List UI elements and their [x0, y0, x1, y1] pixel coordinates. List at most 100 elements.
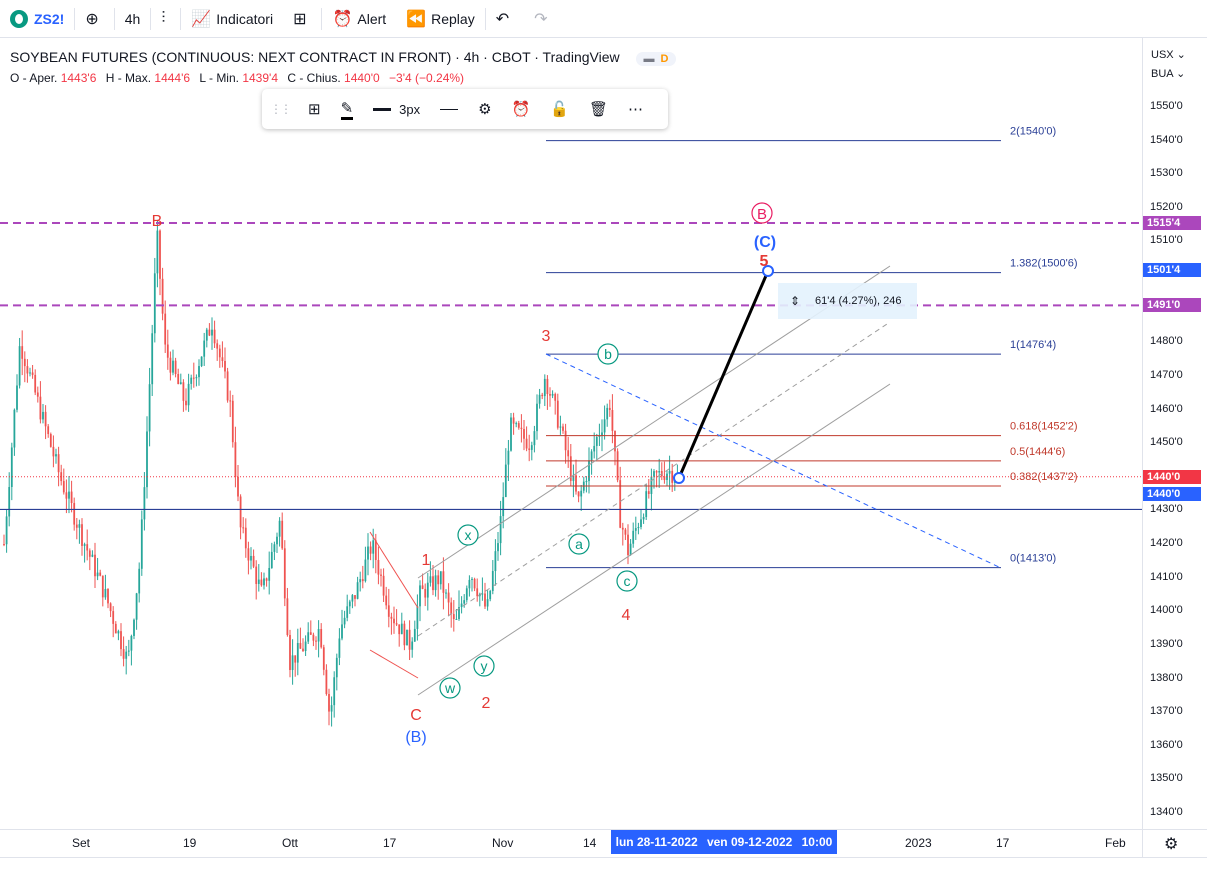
axis-settings-corner[interactable]: ⚙ [1142, 829, 1207, 858]
candle-body [369, 546, 372, 554]
candle-body [62, 481, 65, 493]
time-tick: Ott [282, 836, 299, 850]
candle-body [73, 503, 76, 525]
divider [180, 7, 182, 30]
candle-body [148, 384, 151, 432]
channel-lower [417, 383, 891, 696]
candle-body [169, 357, 172, 373]
close-value: 1440'0 [344, 71, 380, 85]
candle-body [632, 530, 635, 544]
candle-body [120, 631, 122, 650]
template-button[interactable]: ⊞ [298, 89, 331, 129]
candle-body [86, 544, 89, 551]
candle-body [75, 524, 78, 528]
gear-icon: ⚙ [478, 101, 492, 118]
price-axis[interactable]: USX ⌄ BUA ⌄ [1142, 38, 1207, 829]
candle-body [627, 534, 629, 556]
candle-body [78, 524, 81, 528]
candle-body [502, 497, 505, 517]
candle-body [491, 571, 494, 591]
compare-button[interactable]: ⊕ [75, 0, 113, 38]
delete-button[interactable]: 🗑 [579, 89, 618, 129]
interval-label: 4h [124, 10, 141, 27]
line-style-icon [440, 108, 459, 110]
candle-body [588, 460, 590, 482]
candle-body [338, 638, 341, 658]
settings-button[interactable]: ⚙ [468, 89, 501, 129]
candle-body [65, 492, 68, 499]
price-tag: 1440'0 [1143, 487, 1201, 502]
price-tick: 1420'0 [1150, 537, 1183, 550]
price-chart[interactable]: 2(1540'0) 1.382(1500'6) 1(1476'4) 0.618(145… [0, 38, 1142, 829]
candle-body [601, 432, 603, 436]
candle-body [135, 593, 138, 620]
lock-button[interactable]: 🔓 [540, 89, 579, 129]
candle-body [356, 582, 359, 599]
candle-body [653, 471, 655, 477]
candle-body [361, 579, 364, 582]
interval-button[interactable]: 4h [115, 0, 151, 38]
unit-label: BUA [1151, 68, 1174, 80]
wave-label-5: 5 [760, 253, 769, 270]
candle-body [403, 623, 406, 646]
candle-body [359, 579, 362, 583]
more-button[interactable]: ⋯ [618, 89, 653, 129]
line-width-button[interactable]: 3px [363, 89, 430, 129]
candle-body [260, 579, 263, 586]
candle-body [164, 313, 167, 345]
candle-body [499, 516, 502, 544]
candle-body [421, 585, 424, 589]
fib-level-label: 2(1540'0) [1010, 126, 1056, 138]
candle-body [663, 476, 666, 480]
symbol-button[interactable]: ZS2! [0, 0, 74, 38]
candle-body [416, 606, 419, 629]
chart-type-button[interactable]: ⫶ [151, 0, 180, 38]
time-range-highlight: lun 28-11-2022 ven 09-12-2022 10:00 [611, 830, 837, 854]
candle-body [44, 411, 47, 427]
price-tick: 1390'0 [1150, 637, 1183, 650]
redo-button[interactable]: ↷ [524, 0, 562, 38]
candle-body [658, 471, 661, 473]
candle-body [476, 588, 479, 597]
unit-select[interactable]: BUA ⌄ [1151, 68, 1186, 80]
status-badge[interactable]: ▬ D [635, 52, 677, 66]
gear-icon[interactable]: ⚙ [1164, 836, 1179, 853]
drawing-overlays: 2(1540'0) 1.382(1500'6) 1(1476'4) 0.618(145… [0, 126, 1142, 696]
candle-body [374, 540, 377, 560]
open-value: 1443'6 [60, 71, 97, 85]
candle-body [309, 632, 312, 635]
wave-label-w-circle [439, 677, 461, 699]
replay-button[interactable]: ⏪ Replay [396, 0, 485, 38]
candle-body [23, 358, 26, 367]
bars-icon: ⫶ [161, 9, 166, 27]
candle-body [91, 554, 94, 557]
wave-label-b-circle: B [757, 206, 767, 223]
wave-label-c-blue: (C) [754, 234, 776, 251]
candle-body [419, 585, 421, 607]
candle-body [174, 360, 177, 374]
undo-button[interactable]: ↶ [486, 0, 524, 38]
line-color-button[interactable]: ✎ [331, 89, 364, 129]
candle-body [614, 430, 616, 452]
range-time: 10:00 [801, 835, 833, 849]
candle-body [468, 579, 471, 589]
wave-label-a-circle [568, 533, 590, 555]
drag-handle-icon[interactable]: ⋮⋮ [270, 102, 292, 116]
candle-body [668, 470, 671, 474]
alert-button[interactable]: ⏰ Alert [322, 0, 396, 38]
price-tick: 1380'0 [1150, 671, 1183, 684]
indicators-button[interactable]: 📈 Indicatori [181, 0, 283, 38]
line-style-button[interactable] [430, 89, 468, 129]
currency-select[interactable]: USX ⌄ [1151, 49, 1186, 61]
add-alert-button[interactable]: ⏰ [502, 89, 541, 129]
layouts-button[interactable]: ⊞ [283, 0, 321, 38]
price-tick: 1360'0 [1150, 738, 1183, 751]
alarm-plus-icon: ⏰ [511, 101, 531, 118]
candle-body [634, 528, 637, 531]
time-axis[interactable] [0, 829, 1142, 858]
candle-body [195, 377, 198, 379]
measure-label: 61'4 (4.27%), 246 [815, 295, 902, 307]
candle-body [276, 536, 278, 545]
wave-label-y: y [481, 658, 488, 674]
wave-label-w: w [444, 680, 456, 696]
